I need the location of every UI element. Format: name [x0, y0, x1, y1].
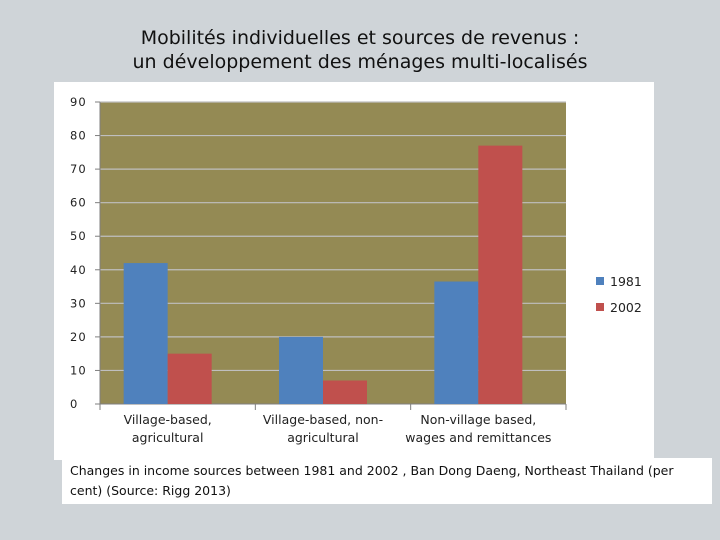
- chart-panel: 0 10 20 30 40 50 60 70 80 90 Village-based, agricul…: [54, 82, 654, 460]
- x-category-label: Village-based,: [124, 412, 212, 427]
- y-tick-label: 0: [70, 397, 78, 411]
- x-category-label: Non-village based,: [420, 412, 536, 427]
- bar-2002: [478, 145, 523, 404]
- y-tick-label: 30: [70, 296, 87, 310]
- bar-2002: [167, 353, 212, 404]
- legend-item-1981: 1981: [596, 268, 642, 294]
- slide-title: Mobilités individuelles et sources de re…: [0, 26, 720, 74]
- legend-label: 1981: [610, 273, 642, 289]
- legend-swatch: [596, 277, 604, 285]
- legend-swatch: [596, 303, 604, 311]
- bar-chart: 0 10 20 30 40 50 60 70 80 90 Village-based, agricul…: [70, 95, 567, 445]
- y-tick-label: 40: [70, 263, 87, 277]
- legend-item-2002: 2002: [596, 294, 642, 320]
- x-category-label: Village-based, non-: [263, 412, 383, 427]
- legend-label: 2002: [610, 299, 642, 315]
- slide-title-line-2: un développement des ménages multi-local…: [132, 51, 588, 73]
- y-tick-label: 90: [70, 95, 87, 109]
- y-tick-label: 70: [70, 162, 87, 176]
- bar-1981: [434, 281, 479, 404]
- y-tick-label: 10: [70, 363, 87, 377]
- y-tick-label: 80: [70, 129, 87, 143]
- y-tick-label: 20: [70, 330, 87, 344]
- bar-1981: [123, 263, 168, 404]
- chart-legend: 1981 2002: [596, 268, 642, 320]
- figure-caption: Changes in income sources between 1981 a…: [62, 458, 712, 504]
- bar-1981: [279, 336, 323, 404]
- x-category-label: agricultural: [287, 430, 359, 445]
- x-category-label: wages and remittances: [405, 430, 551, 445]
- slide-title-line-1: Mobilités individuelles et sources de re…: [140, 27, 580, 49]
- bar-2002: [323, 380, 367, 404]
- y-tick-label: 50: [70, 229, 87, 243]
- x-category-label: agricultural: [132, 430, 204, 445]
- y-tick-label: 60: [70, 196, 87, 210]
